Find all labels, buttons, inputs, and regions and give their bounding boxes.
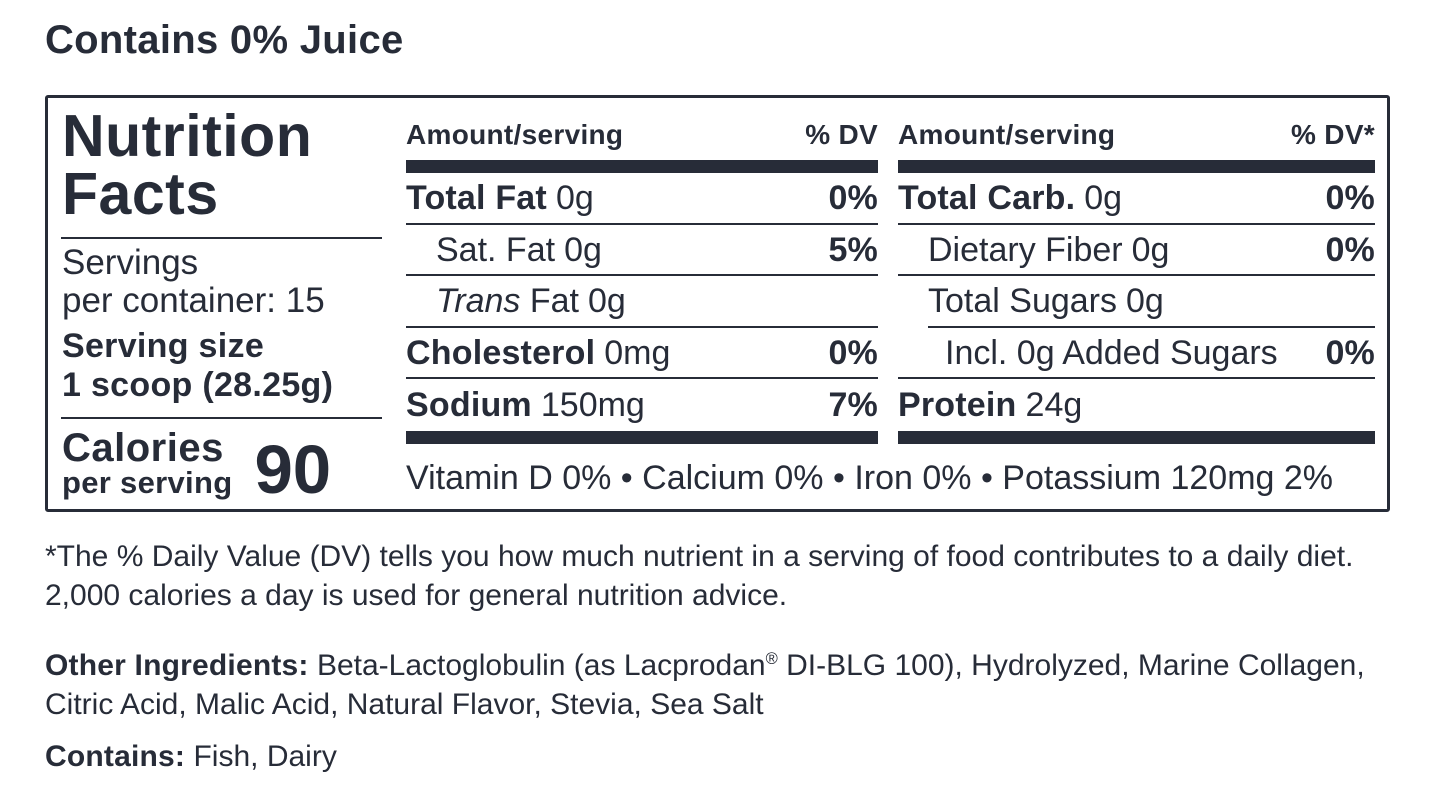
nutrient-amount: 0mg xyxy=(604,334,671,373)
amount-serving-header: Amount/serving xyxy=(898,119,1116,150)
nutrient-name: Total Sugars 0g xyxy=(928,282,1164,321)
nutrient-row-cholesterol: Cholesterol 0mg 0% xyxy=(406,328,878,380)
nutrient-name: Incl. 0g Added Sugars xyxy=(945,334,1278,373)
nutrient-row-dietary-fiber: Dietary Fiber 0g 0% xyxy=(898,225,1375,277)
nutrition-facts-title-line1: Nutrition xyxy=(62,103,313,169)
registered-trademark-symbol: ® xyxy=(765,650,778,668)
nutrient-amount: 0g xyxy=(1084,179,1123,218)
nutrient-amount: 24g xyxy=(1025,385,1083,424)
micronutrients-line: Vitamin D 0% • Calcium 0% • Iron 0% • Po… xyxy=(406,459,1334,497)
percent-dv-header: % DV xyxy=(805,119,878,150)
nutrient-row-sat-fat: Sat. Fat 0g 5% xyxy=(406,225,878,277)
nutrient-rows: Total Fat 0g 0% Sat. Fat 0g 5% Trans Fat 0g… xyxy=(406,173,878,431)
nutrient-amount: 0g xyxy=(564,230,602,269)
nutrient-dv: 0% xyxy=(828,179,878,218)
daily-value-footnote: *The % Daily Value (DV) tells you how mu… xyxy=(45,540,1354,612)
nutrient-dv: 5% xyxy=(828,230,878,269)
serving-size: Serving size 1 scoop (28.25g) xyxy=(62,327,333,405)
calories-label: Calories per serving xyxy=(62,426,233,500)
nutrient-row-total-sugars: Total Sugars 0g xyxy=(898,276,1375,328)
calories-value: 90 xyxy=(254,431,332,508)
calories-label-line2: per serving xyxy=(62,465,233,500)
nutrient-name: Dietary Fiber 0g xyxy=(928,230,1170,269)
nutrient-dv: 0% xyxy=(1325,230,1375,269)
nutrient-amount: 0g xyxy=(587,282,626,321)
serving-size-label: Serving size xyxy=(62,327,265,365)
nutrient-name: Trans Fat 0g xyxy=(436,282,626,321)
servings-line1: Servings xyxy=(62,243,199,282)
nutrition-facts-panel: Nutrition Facts Servings per container: … xyxy=(45,95,1390,512)
ingredients-text: DI-BLG 100), Hydrolyzed, Marine Collagen… xyxy=(45,649,1365,721)
nutrient-amount: 0g xyxy=(555,179,594,218)
left-column-divider xyxy=(61,237,382,239)
nutrient-row-total-fat: Total Fat 0g 0% xyxy=(406,173,878,225)
nutrient-row-total-carb: Total Carb. 0g 0% xyxy=(898,173,1375,225)
nutrient-row-added-sugars: Incl. 0g Added Sugars 0% xyxy=(898,328,1375,380)
nutrient-row-trans-fat: Trans Fat 0g xyxy=(406,276,878,328)
contains-value: Fish, Dairy xyxy=(185,740,337,773)
nutrient-row-sodium: Sodium 150mg 7% xyxy=(406,379,878,431)
left-column-divider xyxy=(61,417,382,419)
column-header: Amount/serving % DV xyxy=(406,116,878,160)
servings-per-container: Servings per container: 15 xyxy=(62,244,325,320)
nutrient-name: Sat. Fat 0g xyxy=(436,230,602,269)
amount-serving-header: Amount/serving xyxy=(406,119,624,150)
thick-bar xyxy=(406,431,878,444)
nutrient-row-protein: Protein 24g xyxy=(898,379,1375,431)
column-header: Amount/serving % DV* xyxy=(898,116,1375,160)
nutrition-facts-title-line2: Facts xyxy=(62,161,219,227)
nutrient-dv: 0% xyxy=(828,334,878,373)
nutrient-name: Total Carb. 0g xyxy=(898,179,1123,218)
nutrition-facts-title: Nutrition Facts xyxy=(62,103,313,227)
nutrient-amount: 150mg xyxy=(540,385,645,424)
nutrient-column-fat-sodium: Amount/serving % DV Total Fat 0g 0% Sat. … xyxy=(406,116,878,444)
ingredients-text: Beta-Lactoglobulin (as Lacprodan xyxy=(308,649,766,682)
servings-line2: per container: 15 xyxy=(62,281,325,320)
thick-bar xyxy=(898,431,1375,444)
calories-label-line1: Calories xyxy=(62,426,224,470)
nutrient-name: Total Fat 0g xyxy=(406,179,594,218)
nutrient-dv: 7% xyxy=(828,385,878,424)
nutrient-name: Protein 24g xyxy=(898,385,1083,424)
other-ingredients-label: Other Ingredients: xyxy=(45,649,309,682)
calories-block: Calories per serving 90 xyxy=(62,426,332,508)
allergen-statement: Contains: Fish, Dairy xyxy=(45,740,337,774)
juice-claim: Contains 0% Juice xyxy=(45,18,404,62)
nutrient-name: Sodium 150mg xyxy=(406,385,645,424)
thick-bar xyxy=(898,160,1375,173)
contains-label: Contains: xyxy=(45,740,186,773)
serving-size-value: 1 scoop (28.25g) xyxy=(62,366,334,404)
nutrient-rows: Total Carb. 0g 0% Dietary Fiber 0g 0% Tota… xyxy=(898,173,1375,431)
nutrient-dv: 0% xyxy=(1325,179,1375,218)
nutrient-name: Cholesterol 0mg xyxy=(406,334,671,373)
nutrient-amount: 0g xyxy=(1126,282,1164,321)
percent-dv-header: % DV* xyxy=(1291,119,1375,150)
nutrient-amount: 0g xyxy=(1131,230,1170,269)
nutrient-column-carb-protein: Amount/serving % DV* Total Carb. 0g 0% Di… xyxy=(898,116,1375,444)
thick-bar xyxy=(406,160,878,173)
other-ingredients: Other Ingredients: Beta-Lactoglobulin (a… xyxy=(45,646,1403,724)
nutrient-dv: 0% xyxy=(1325,334,1375,373)
